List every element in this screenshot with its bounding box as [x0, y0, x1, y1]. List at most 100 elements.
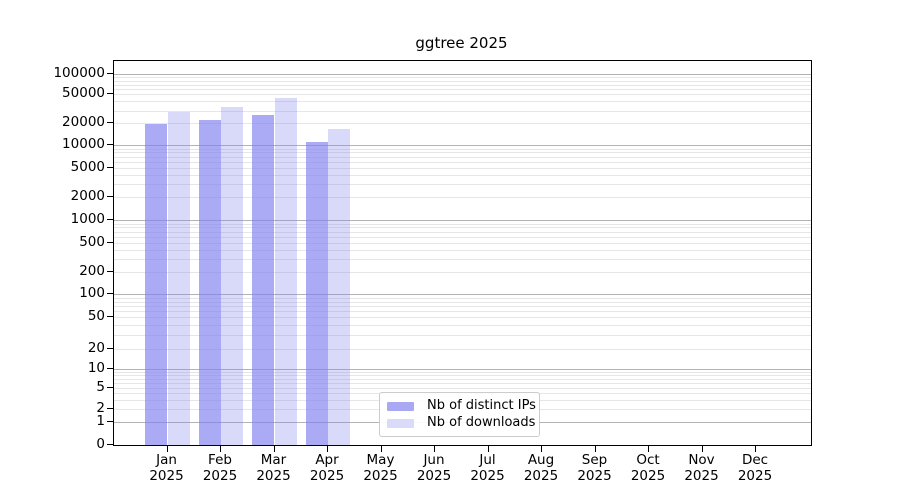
x-tick-month: Jul	[479, 452, 496, 468]
bar-downloads	[274, 98, 297, 445]
y-tick	[107, 293, 113, 295]
x-tick-month: Oct	[636, 452, 660, 468]
x-tick	[487, 445, 489, 452]
x-tick-month: Jun	[423, 452, 445, 468]
y-tick	[107, 122, 113, 124]
x-tick-year: 2025	[470, 468, 505, 484]
x-tick-year: 2025	[202, 468, 238, 484]
plot-area	[113, 60, 812, 446]
x-tick-month: Sep	[581, 452, 608, 468]
y-tick	[107, 408, 113, 410]
x-tick-month: May	[366, 452, 395, 468]
legend-label-downloads: Nb of downloads	[427, 415, 536, 430]
x-tick-month: Feb	[208, 452, 232, 468]
y-tick	[107, 271, 113, 272]
y-tick-label: 1	[96, 412, 105, 429]
x-tick-year: 2025	[737, 468, 773, 484]
gridline-minor	[114, 152, 811, 154]
bar-distinct-ips	[305, 141, 328, 445]
x-tick-month: Jan	[156, 452, 177, 468]
gridline-minor	[114, 272, 811, 273]
y-tick-label: 200	[79, 263, 105, 279]
gridline-minor	[114, 84, 811, 86]
bar-distinct-ips	[198, 120, 221, 445]
y-tick-label: 50000	[62, 85, 105, 102]
x-tick-month: Mar	[260, 452, 287, 468]
gridline-minor	[114, 80, 811, 82]
gridline-minor	[114, 101, 811, 103]
gridline-minor	[114, 184, 811, 186]
gridline-minor	[114, 77, 811, 79]
legend-swatch-downloads	[387, 418, 414, 428]
x-tick	[273, 445, 275, 452]
x-tick	[541, 445, 542, 452]
gridline-minor	[114, 110, 811, 112]
chart-title: ggtree 2025	[415, 34, 508, 52]
x-tick-label: Mar 2025	[242, 452, 306, 484]
legend: Nb of distinct IPs Nb of downloads	[379, 392, 540, 437]
bar-downloads	[328, 128, 351, 445]
gridline-minor	[114, 167, 811, 169]
y-tick-label: 2000	[70, 188, 105, 205]
y-tick-label: 5	[96, 379, 105, 396]
x-tick-year: 2025	[256, 468, 291, 484]
y-tick-label: 2	[96, 400, 105, 417]
x-tick-label: Feb 2025	[188, 452, 252, 484]
bar-downloads	[167, 111, 190, 445]
x-tick-label: May 2025	[349, 452, 413, 484]
x-tick	[755, 445, 756, 452]
x-tick-label: Nov 2025	[670, 452, 734, 484]
x-tick-label: Sep 2025	[563, 452, 627, 484]
x-tick-year: 2025	[416, 468, 452, 484]
y-tick-label: 500	[79, 234, 105, 250]
x-tick-label: Jun 2025	[402, 452, 466, 484]
gridline-minor	[114, 324, 811, 326]
y-tick-label: 0	[96, 436, 105, 452]
x-tick-label: Aug 2025	[509, 452, 573, 484]
y-tick	[107, 367, 113, 369]
y-tick-label: 100000	[53, 65, 105, 82]
gridline-major	[114, 74, 811, 76]
gridline-minor	[114, 371, 811, 373]
x-tick-label: Jul 2025	[456, 452, 520, 484]
gridline-minor	[114, 388, 811, 390]
gridline-minor	[114, 301, 811, 303]
gridline-minor	[114, 89, 811, 90]
gridline-minor	[114, 259, 811, 261]
x-tick-label: Oct 2025	[616, 452, 680, 484]
x-tick	[380, 445, 382, 452]
legend-item-downloads: Nb of downloads	[387, 415, 535, 431]
x-tick-month: Dec	[741, 452, 769, 468]
gridline-minor	[114, 231, 811, 233]
gridline-minor	[114, 383, 811, 385]
x-tick-month: Apr	[315, 452, 339, 468]
x-tick-year: 2025	[630, 468, 666, 484]
y-tick	[107, 242, 113, 243]
gridline-minor	[114, 311, 811, 312]
y-tick-label: 1000	[70, 211, 105, 227]
gridline-minor	[114, 223, 811, 225]
y-tick	[107, 93, 113, 95]
x-tick	[648, 445, 649, 452]
x-tick-year: 2025	[577, 468, 612, 484]
y-tick-label: 10	[87, 359, 105, 376]
gridline-minor	[114, 123, 811, 125]
y-tick	[107, 348, 113, 350]
x-tick-month: Aug	[527, 452, 555, 468]
gridline-major	[114, 294, 811, 296]
gridline-minor	[114, 174, 811, 176]
x-tick-label: Apr 2025	[295, 452, 359, 484]
gridline-minor	[114, 375, 811, 376]
y-tick-label: 20000	[62, 114, 105, 131]
x-tick-year: 2025	[149, 468, 184, 484]
bar-downloads	[221, 106, 244, 445]
x-tick	[594, 445, 596, 452]
x-tick-year: 2025	[523, 468, 559, 484]
y-tick	[107, 196, 113, 198]
gridline-minor	[114, 148, 811, 150]
x-tick	[220, 445, 221, 452]
x-tick	[701, 445, 703, 452]
y-tick	[107, 316, 113, 317]
bar-distinct-ips	[252, 115, 275, 445]
gridline-major	[114, 220, 811, 221]
